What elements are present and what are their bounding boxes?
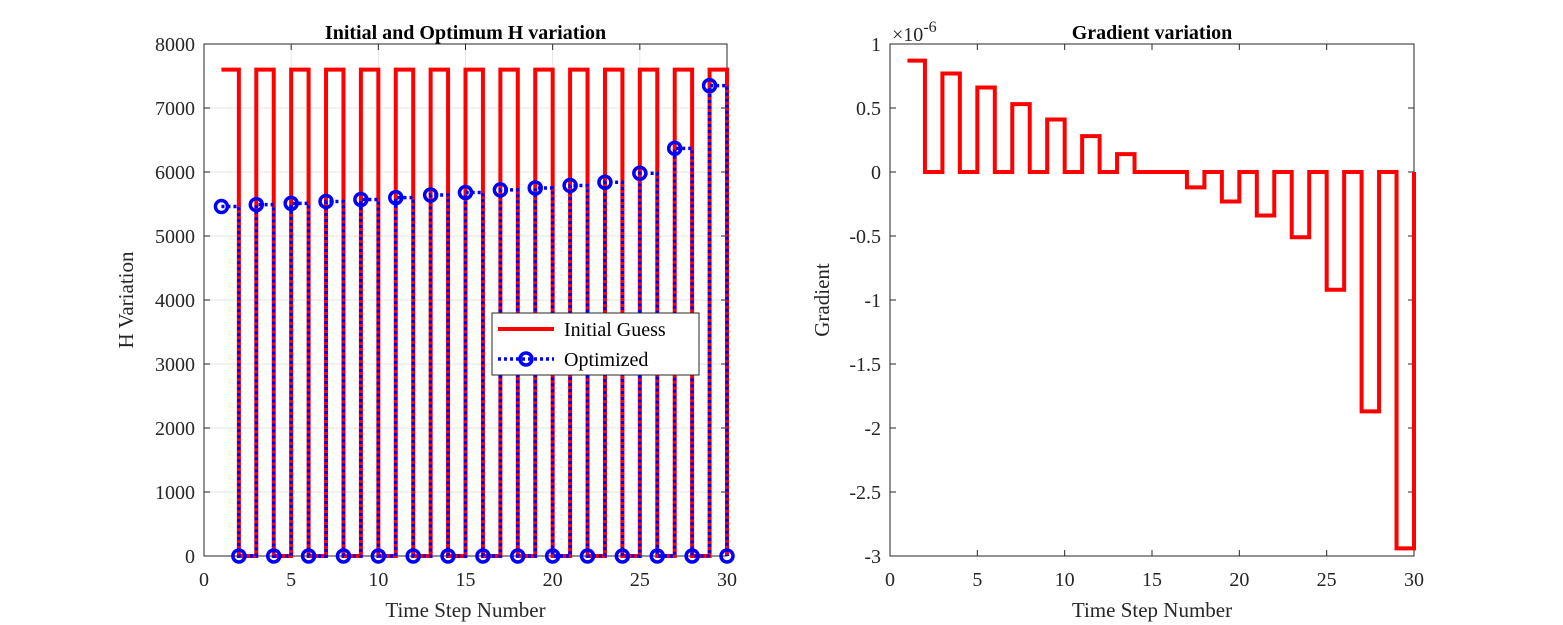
x-tick-label: 0 — [199, 569, 209, 591]
optimized-marker — [701, 77, 718, 94]
y-tick-label: 4000 — [155, 290, 195, 312]
optimized-marker — [510, 548, 526, 564]
x-tick-label: 10 — [1055, 569, 1075, 591]
y-axis-label: H Variation — [114, 251, 138, 349]
chart-title: Gradient variation — [1072, 22, 1233, 44]
y-tick-label: -1 — [864, 290, 881, 312]
legend-label-optimized: Optimized — [564, 349, 648, 371]
y-tick-label: 8000 — [155, 34, 195, 56]
y-tick-label: -2 — [864, 418, 881, 440]
y-tick-label: 3000 — [155, 354, 195, 376]
optimized-marker — [265, 548, 282, 564]
series-line-gradient — [907, 58, 1416, 551]
optimized-marker — [666, 140, 683, 157]
x-tick-label: 15 — [456, 569, 476, 591]
x-axis-label: Time Step Number — [1072, 598, 1232, 622]
legend-marker-optimized — [518, 351, 534, 367]
x-tick-label: 30 — [717, 569, 737, 591]
x-tick-label: 10 — [368, 569, 388, 591]
y-tick-label: -0.5 — [849, 226, 881, 248]
y-tick-label: -1.5 — [849, 354, 881, 376]
x-tick-label: 25 — [630, 569, 650, 591]
optimized-marker — [492, 182, 509, 198]
optimized-marker — [388, 189, 404, 206]
x-tick-label: 5 — [286, 569, 296, 591]
exponent-base: ×10 — [892, 24, 923, 46]
y-tick-label: -3 — [864, 546, 881, 568]
y-tick-label: 7000 — [155, 98, 195, 120]
x-tick-label: 5 — [972, 569, 982, 591]
axis-exponent-label: ×10-6 — [892, 19, 937, 46]
optimized-marker — [353, 191, 369, 208]
y-tick-label: 5000 — [155, 226, 195, 248]
gradient-variation-chart: 0 5 10 15 20 25 30 -3 -2.5 -2 -1.5 -1 -0.5 0 0.5 1 Gradi… — [810, 19, 1424, 622]
optimized-marker — [370, 548, 387, 564]
y-tick-label: 6000 — [155, 162, 195, 184]
optimized-marker — [475, 548, 491, 564]
y-axis-label: Gradient — [810, 263, 834, 337]
optimized-marker — [719, 548, 735, 564]
optimized-marker — [527, 180, 543, 196]
y-tick-label: 1 — [871, 34, 881, 56]
optimized-marker — [614, 548, 631, 564]
optimized-marker — [684, 548, 700, 564]
optimized-marker — [335, 548, 352, 564]
x-axis-label: Time Step Number — [385, 598, 545, 622]
optimized-marker — [300, 548, 317, 564]
plot-area — [889, 43, 1415, 557]
optimized-marker — [213, 198, 230, 215]
legend-label-initial-guess: Initial Guess — [564, 319, 666, 341]
x-tick-label: 30 — [1404, 569, 1424, 591]
optimized-marker — [422, 187, 439, 203]
optimized-marker — [544, 548, 561, 564]
optimized-marker — [283, 195, 299, 212]
x-tick-label: 20 — [543, 569, 563, 591]
optimized-marker — [562, 177, 578, 194]
optimized-marker — [579, 548, 596, 564]
optimized-marker — [649, 548, 666, 564]
optimized-marker — [440, 548, 456, 564]
chart-title: Initial and Optimum H variation — [325, 22, 606, 44]
y-tick-label: 0 — [871, 162, 881, 184]
y-tick-label: 0 — [185, 546, 195, 568]
exponent-power: -6 — [923, 19, 936, 36]
optimized-marker — [405, 548, 421, 564]
x-tick-label: 0 — [885, 569, 895, 591]
h-variation-chart: 0 5 10 15 20 25 30 0 1000 2000 3000 4000 5000 6000 700… — [114, 22, 737, 622]
optimized-marker — [318, 193, 334, 210]
y-tick-label: -2.5 — [849, 482, 881, 504]
y-tick-label: 0.5 — [856, 98, 881, 120]
optimized-marker — [457, 184, 474, 201]
optimized-marker — [248, 196, 265, 213]
x-tick-label: 25 — [1317, 569, 1337, 591]
y-tick-label: 1000 — [155, 482, 195, 504]
x-tick-label: 15 — [1142, 569, 1162, 591]
optimized-marker — [632, 165, 648, 182]
x-tick-label: 20 — [1229, 569, 1249, 591]
y-tick-label: 2000 — [155, 418, 195, 440]
optimized-marker — [597, 174, 613, 190]
optimized-marker — [231, 548, 247, 564]
